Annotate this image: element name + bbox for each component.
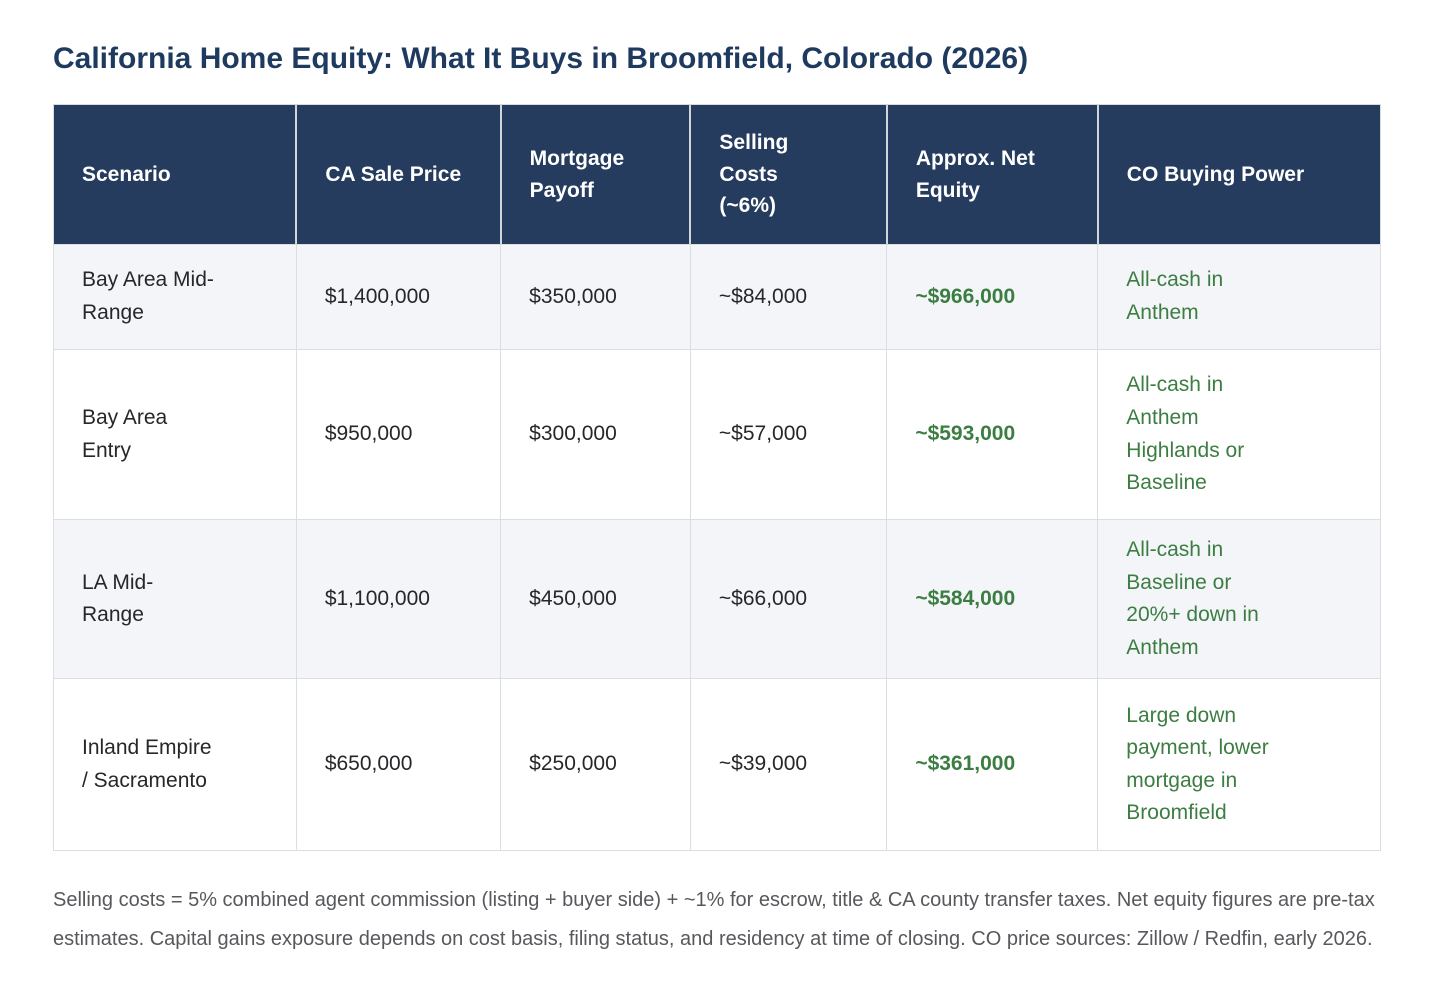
col-header-scenario: Scenario: [53, 104, 298, 245]
col-header-co-buying-power: CO Buying Power: [1097, 104, 1381, 245]
cell-co-buying-power: All-cash in Anthem: [1097, 244, 1381, 350]
cell-co-buying-power: All-cash in Anthem Highlands or Baseline: [1097, 349, 1381, 520]
table-row: Bay Area Mid-Range $1,400,000 $350,000 ~…: [53, 244, 1381, 350]
scenario-label: Inland Empire / Sacramento: [82, 736, 212, 792]
cell-mortgage-payoff: $300,000: [500, 349, 691, 520]
cell-ca-sale-price: $1,100,000: [295, 518, 502, 680]
col-header-mortgage-payoff: Mortgage Payoff: [500, 104, 692, 245]
cell-co-buying-power: All-cash in Baseline or 20%+ down in Ant…: [1097, 518, 1381, 680]
equity-comparison-table: Scenario CA Sale Price Mortgage Payoff S…: [53, 104, 1381, 852]
cell-selling-costs: ~$84,000: [689, 244, 888, 350]
cell-net-equity: ~$584,000: [886, 518, 1099, 680]
cell-selling-costs: ~$66,000: [689, 518, 888, 680]
buying-power-text: All-cash in Anthem: [1126, 268, 1224, 324]
page-title: California Home Equity: What It Buys in …: [53, 42, 1029, 75]
cell-scenario: Bay Area Mid-Range: [53, 244, 297, 350]
cell-net-equity: ~$966,000: [886, 244, 1099, 350]
cell-co-buying-power: Large down payment, lower mortgage in Br…: [1097, 678, 1381, 852]
cell-net-equity: ~$361,000: [886, 678, 1099, 852]
scenario-label: LA Mid-Range: [82, 570, 154, 627]
col-header-selling-costs: Selling Costs (~6%): [690, 104, 888, 245]
cell-scenario: Inland Empire / Sacramento: [53, 678, 297, 852]
table-row: Inland Empire / Sacramento $650,000 $250…: [53, 678, 1381, 852]
cell-ca-sale-price: $1,400,000: [295, 244, 502, 350]
buying-power-text: All-cash in Anthem Highlands or Baseline: [1126, 373, 1245, 495]
cell-mortgage-payoff: $250,000: [500, 678, 691, 852]
table-row: Bay Area Entry $950,000 $300,000 ~$57,00…: [53, 349, 1381, 520]
buying-power-text: All-cash in Baseline or 20%+ down in Ant…: [1126, 538, 1259, 659]
table-header-row: Scenario CA Sale Price Mortgage Payoff S…: [53, 104, 1381, 245]
table-row: LA Mid-Range $1,100,000 $450,000 ~$66,00…: [53, 518, 1381, 680]
footnote: Selling costs = 5% combined agent commis…: [53, 889, 1375, 951]
buying-power-text: Large down payment, lower mortgage in Br…: [1126, 703, 1269, 825]
cell-selling-costs: ~$39,000: [689, 678, 888, 852]
cell-net-equity: ~$593,000: [886, 349, 1099, 520]
cell-selling-costs: ~$57,000: [689, 349, 888, 520]
cell-scenario: Bay Area Entry: [53, 349, 297, 520]
cell-mortgage-payoff: $350,000: [500, 244, 691, 350]
scenario-label: Bay Area Entry: [82, 405, 168, 462]
cell-ca-sale-price: $950,000: [295, 349, 502, 520]
scenario-label: Bay Area Mid-Range: [82, 268, 214, 324]
col-header-ca-sale-price: CA Sale Price: [296, 104, 502, 245]
col-header-net-equity: Approx. Net Equity: [886, 104, 1099, 245]
cell-mortgage-payoff: $450,000: [500, 518, 691, 680]
cell-scenario: LA Mid-Range: [53, 518, 297, 680]
cell-ca-sale-price: $650,000: [295, 678, 502, 852]
